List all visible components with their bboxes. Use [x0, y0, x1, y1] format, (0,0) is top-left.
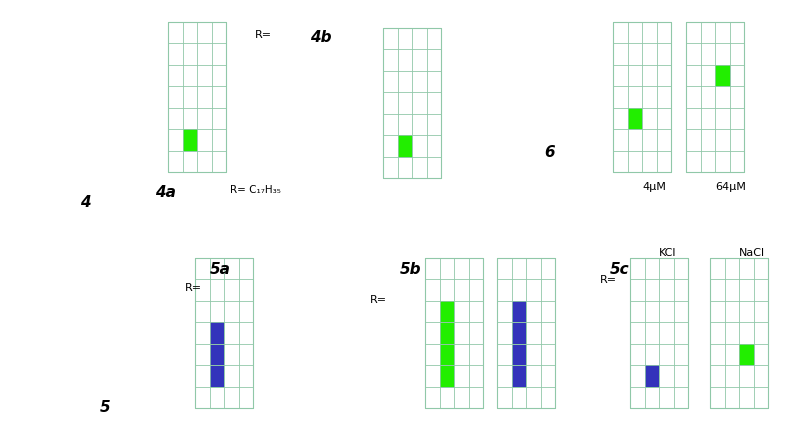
Bar [512, 322, 526, 344]
Text: R=: R= [185, 283, 202, 293]
Bar [512, 344, 526, 365]
Text: 4μM: 4μM [642, 182, 666, 192]
Text: 4b: 4b [310, 30, 331, 45]
Bar [209, 344, 224, 365]
Bar [439, 344, 454, 365]
Text: NaCl: NaCl [739, 248, 765, 258]
Bar [209, 365, 224, 387]
Bar [497, 258, 555, 408]
Text: R=: R= [255, 30, 272, 40]
Text: 6: 6 [544, 145, 555, 160]
Bar [195, 258, 253, 408]
Bar [439, 322, 454, 344]
Bar [630, 258, 688, 408]
Bar [439, 301, 454, 322]
Bar [715, 65, 730, 86]
Bar [739, 344, 754, 365]
Bar [168, 22, 226, 172]
Text: 5b: 5b [400, 262, 422, 277]
Bar [613, 22, 671, 172]
Bar [512, 301, 526, 322]
Text: R=: R= [600, 275, 617, 285]
Bar [627, 108, 642, 129]
Text: 64μM: 64μM [715, 182, 746, 192]
Text: 5c: 5c [610, 262, 630, 277]
Text: 4: 4 [80, 195, 91, 210]
Text: 5: 5 [100, 400, 111, 415]
Bar [512, 365, 526, 387]
Bar [645, 365, 659, 387]
Text: 4a: 4a [155, 185, 176, 200]
Text: R= C₁₇H₃₅: R= C₁₇H₃₅ [230, 185, 281, 195]
Bar [425, 258, 483, 408]
Text: KCl: KCl [659, 248, 677, 258]
Bar [439, 365, 454, 387]
Text: R=: R= [370, 295, 387, 305]
Bar [383, 28, 441, 178]
Bar [183, 129, 197, 151]
Bar [398, 135, 412, 156]
Bar [209, 322, 224, 344]
Bar [710, 258, 768, 408]
Text: 5a: 5a [210, 262, 231, 277]
Bar [686, 22, 744, 172]
